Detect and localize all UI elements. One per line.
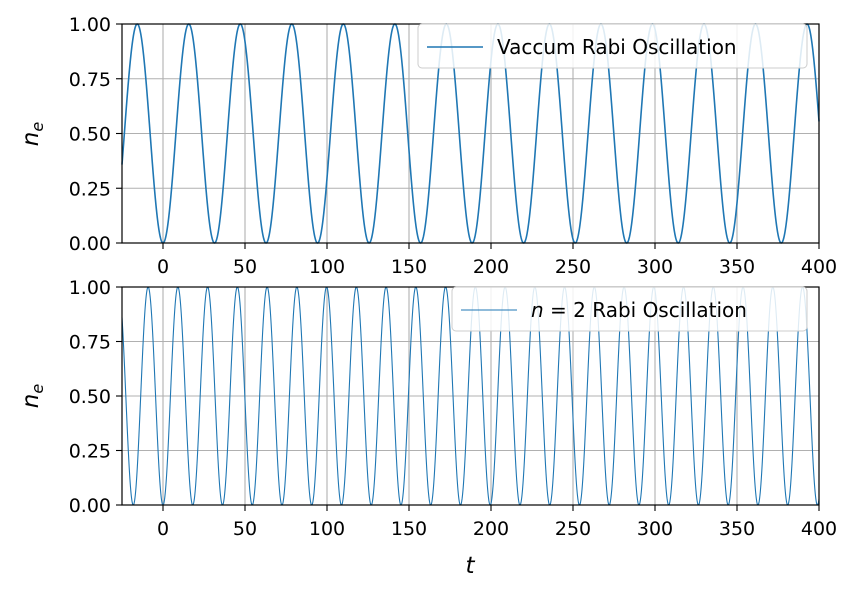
top-x-ticks: 0 50 100 150 200 250 300 350 400: [157, 243, 837, 278]
bottom-x-tick-label: 150: [391, 518, 427, 540]
bottom-x-axis-label: t: [465, 553, 475, 579]
top-x-tick-label: 350: [719, 256, 755, 278]
bottom-x-tick-label: 200: [473, 518, 509, 540]
top-plot-panel: 0 50 100 150 200 250 300 350 400 0.00 0.25 0.50 0.7…: [18, 14, 837, 278]
top-x-tick-label: 150: [391, 256, 427, 278]
top-x-tick-label: 0: [157, 256, 169, 278]
bottom-legend: n = 2 Rabi Oscillation: [451, 286, 808, 332]
bottom-x-tick-label: 300: [637, 518, 673, 540]
bottom-x-tick-label: 50: [233, 518, 257, 540]
bottom-x-tick-label: 100: [309, 518, 345, 540]
bottom-x-tick-label: 250: [555, 518, 591, 540]
top-y-tick-label: 0.00: [69, 233, 111, 255]
bottom-y-tick-label: 0.75: [69, 332, 111, 354]
bottom-y-tick-label: 0.00: [69, 495, 111, 517]
bottom-x-tick-label: 400: [801, 518, 837, 540]
bottom-series-line: [121, 286, 820, 506]
top-y-ticks: 0.00 0.25 0.50 0.75 1.00: [69, 14, 122, 255]
top-legend: Vaccum Rabi Oscillation: [417, 23, 808, 69]
top-legend-label: Vaccum Rabi Oscillation: [497, 35, 737, 59]
bottom-x-tick-label: 350: [719, 518, 755, 540]
bottom-legend-label: n = 2 Rabi Oscillation: [531, 298, 747, 322]
bottom-x-tick-label: 0: [157, 518, 169, 540]
top-x-tick-label: 300: [637, 256, 673, 278]
top-y-tick-label: 0.50: [69, 124, 111, 146]
top-y-tick-label: 0.25: [69, 178, 111, 200]
top-x-tick-label: 200: [473, 256, 509, 278]
bottom-series-path: [121, 286, 820, 506]
bottom-legend-box: [451, 286, 808, 332]
bottom-y-tick-label: 1.00: [69, 277, 111, 299]
top-x-tick-label: 100: [309, 256, 345, 278]
bottom-y-tick-label: 0.25: [69, 441, 111, 463]
bottom-y-axis-label: ne: [18, 384, 47, 409]
top-x-tick-label: 400: [801, 256, 837, 278]
bottom-plot-panel: 0 50 100 150 200 250 300 350 400 0.00 0.25 0.50 0.7…: [18, 277, 837, 579]
bottom-y-tick-label: 0.50: [69, 386, 111, 408]
top-legend-box: [417, 23, 808, 69]
top-y-tick-label: 0.75: [69, 69, 111, 91]
top-x-tick-label: 250: [555, 256, 591, 278]
top-y-tick-label: 1.00: [69, 14, 111, 36]
bottom-y-ticks: 0.00 0.25 0.50 0.75 1.00: [69, 277, 122, 517]
top-x-tick-label: 50: [233, 256, 257, 278]
bottom-x-ticks: 0 50 100 150 200 250 300 350 400: [157, 505, 837, 540]
top-y-axis-label: ne: [18, 122, 47, 147]
